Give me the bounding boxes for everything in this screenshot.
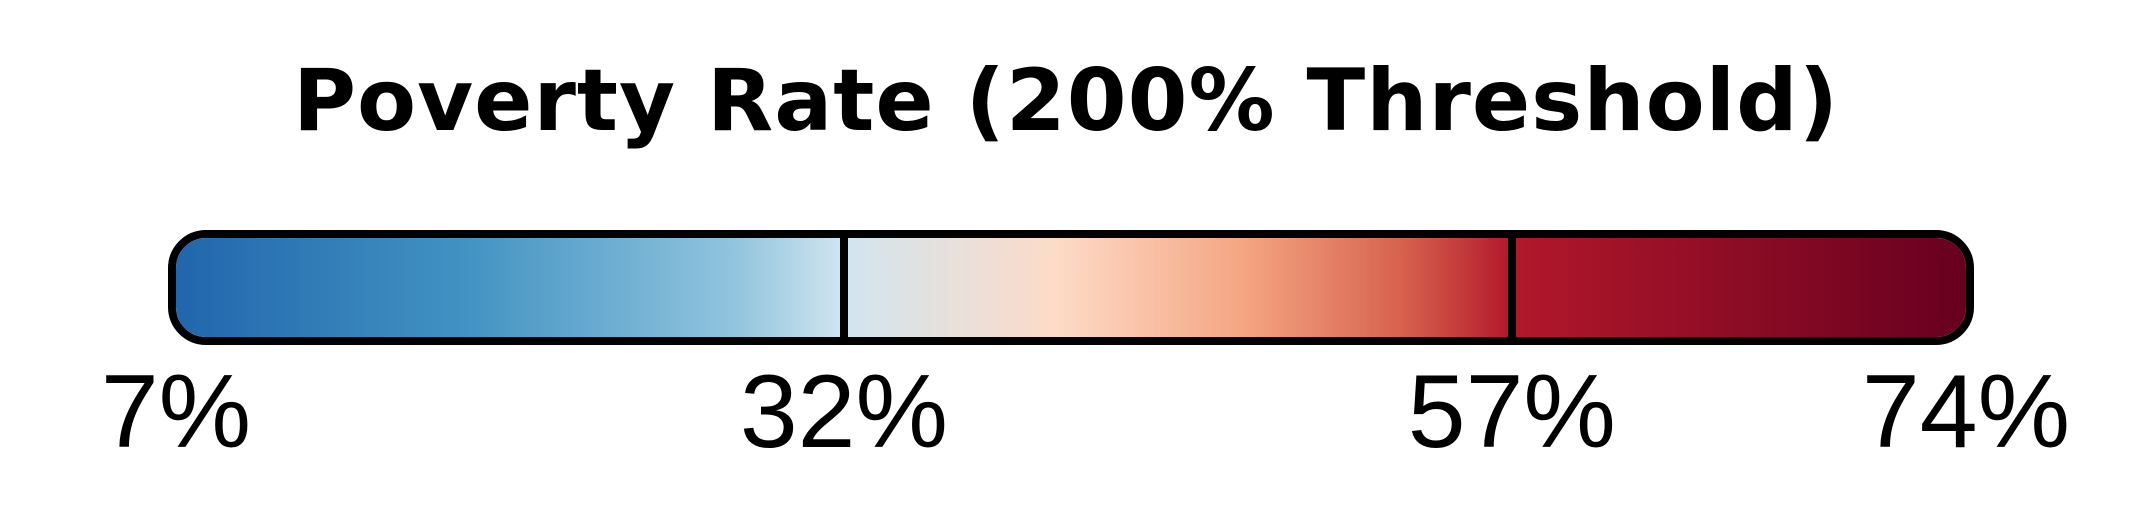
colorbar-gradient — [176, 238, 1966, 337]
colorbar-divider — [840, 238, 848, 337]
colorbar-title: Poverty Rate (200% Threshold) — [0, 58, 2132, 144]
colorbar — [168, 230, 1974, 345]
tick-label: 32% — [740, 360, 948, 464]
tick-label: 7% — [101, 360, 251, 464]
tick-label: 74% — [1862, 360, 2070, 464]
tick-label: 57% — [1408, 360, 1616, 464]
colorbar-divider — [1508, 238, 1516, 337]
